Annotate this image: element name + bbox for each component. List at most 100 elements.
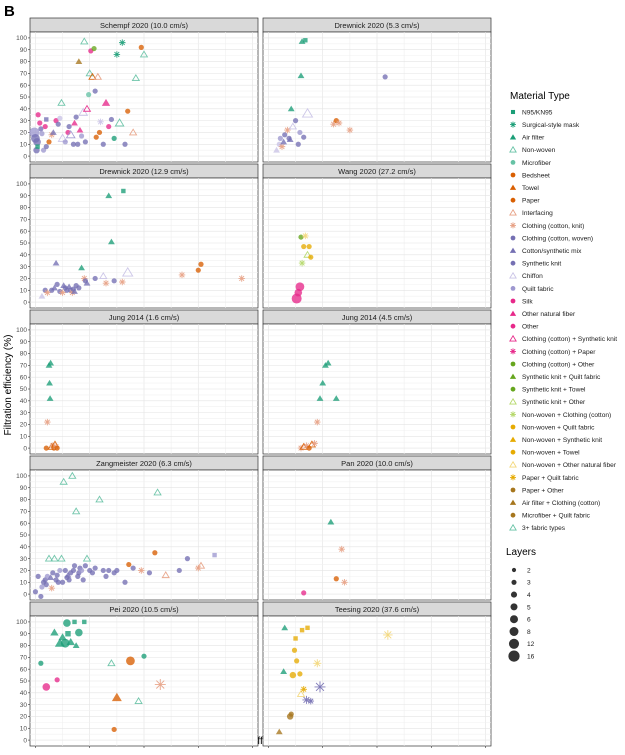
y-tick-label: 40 [20, 398, 28, 405]
data-point [119, 278, 126, 286]
facet-panel: Pei 2020 (10.5 cm/s) 0 10 20 30 40 50 60 70 80 90 1… [16, 601, 258, 755]
legend-material-item: Clothing (cotton) + Other [510, 361, 595, 368]
data-point [298, 234, 304, 240]
y-tick-label: 50 [20, 94, 28, 101]
facet-panels: Schempf 2020 (10.0 cm/s) 0 10 20 30 40 50 60 70 8… [16, 17, 492, 755]
y-tick-label: 60 [20, 374, 28, 381]
y-tick-label: 0 [23, 445, 27, 452]
data-point [292, 118, 299, 124]
data-point [76, 285, 82, 291]
legend-material-item: Cotton/synthetic mix [509, 247, 582, 255]
data-point [119, 39, 126, 46]
facet-panel: Teesing 2020 (37.6 cm/s)0100200300400 [262, 601, 491, 755]
legend-material-key [510, 512, 516, 518]
data-point [130, 565, 136, 571]
data-point [341, 579, 348, 586]
facet-title: Drewnick 2020 (5.3 cm/s) [334, 21, 420, 30]
data-point [37, 120, 43, 126]
data-point [46, 139, 52, 145]
legend-layer-item: 3 [511, 580, 531, 587]
data-point [106, 123, 112, 130]
data-point [335, 119, 343, 127]
data-point [108, 116, 115, 123]
y-tick-label: 60 [20, 228, 28, 235]
data-point [212, 552, 217, 558]
y-tick-label: 20 [20, 714, 28, 721]
data-point [59, 289, 66, 296]
data-point [40, 147, 47, 153]
data-point [383, 630, 393, 640]
legend-material-key [510, 172, 516, 178]
data-point [62, 139, 68, 145]
data-point [108, 238, 115, 245]
data-point [303, 250, 312, 258]
data-point [54, 572, 60, 578]
data-points [275, 624, 393, 735]
y-tick-label: 40 [20, 544, 28, 551]
y-tick-label: 100 [16, 35, 27, 42]
facet-panel: Drewnick 2020 (5.3 cm/s) [262, 17, 492, 163]
data-point [196, 561, 206, 569]
data-point [294, 658, 300, 664]
data-point [35, 112, 41, 118]
data-point [154, 679, 166, 691]
data-point [301, 107, 314, 118]
data-point [282, 132, 288, 138]
data-point [176, 567, 182, 574]
legend-layer-key [508, 650, 520, 662]
data-point [46, 395, 54, 401]
y-tick-label: 0 [23, 591, 27, 598]
data-point [333, 576, 339, 582]
data-point [66, 638, 75, 645]
data-point [332, 395, 340, 401]
data-point [153, 488, 162, 496]
data-point [38, 126, 44, 132]
data-point [128, 128, 138, 136]
data-point [141, 653, 147, 659]
data-point [91, 45, 97, 52]
legend-layer-item: 2 [511, 567, 531, 574]
facet-title: Teesing 2020 (37.6 cm/s) [335, 605, 420, 614]
data-point [288, 711, 294, 717]
legend-material-item: Quilt fabric [510, 286, 554, 293]
data-point [81, 275, 88, 282]
data-point [111, 726, 117, 733]
legend-layer-key [508, 638, 520, 649]
data-point [101, 98, 111, 106]
y-tick-label: 70 [20, 655, 28, 662]
legend-material-item: Towel [509, 184, 539, 192]
data-point [33, 138, 41, 146]
data-point [92, 275, 98, 282]
data-point [89, 570, 96, 576]
data-point [121, 266, 134, 277]
data-point [301, 134, 307, 140]
data-point [75, 628, 83, 637]
data-point [48, 584, 55, 592]
legend-material-label: Air filter + Clothing (cotton) [522, 500, 600, 507]
facet-panel: Drewnick 2020 (12.9 cm/s) 0 10 20 30 40 50 60 70… [16, 163, 259, 309]
legend-material-item: Non-woven + Clothing (cotton) [510, 411, 611, 419]
legend-material-label: Interfacing [522, 210, 553, 217]
legend-material-key [510, 361, 516, 367]
y-tick-label: 80 [20, 205, 28, 212]
data-point [238, 275, 245, 282]
data-point [92, 565, 98, 571]
legend-material-label: Air filter [522, 135, 545, 142]
legend-material-item: Synthetic knit + Other [509, 397, 586, 406]
data-point [50, 570, 56, 576]
data-point [96, 129, 103, 136]
data-point [55, 121, 61, 127]
data-point [43, 582, 49, 588]
data-point [126, 656, 135, 666]
data-point [82, 554, 92, 562]
legend-material-key [510, 411, 516, 418]
legend-material-key [509, 436, 517, 442]
data-point [131, 73, 141, 81]
y-tick-label: 20 [20, 276, 28, 283]
legend-material-key [509, 460, 517, 468]
legend-material-label: Quilt fabric [522, 286, 554, 293]
data-point [288, 122, 298, 130]
data-point [302, 232, 309, 240]
data-point [85, 69, 94, 77]
data-point [38, 292, 46, 299]
